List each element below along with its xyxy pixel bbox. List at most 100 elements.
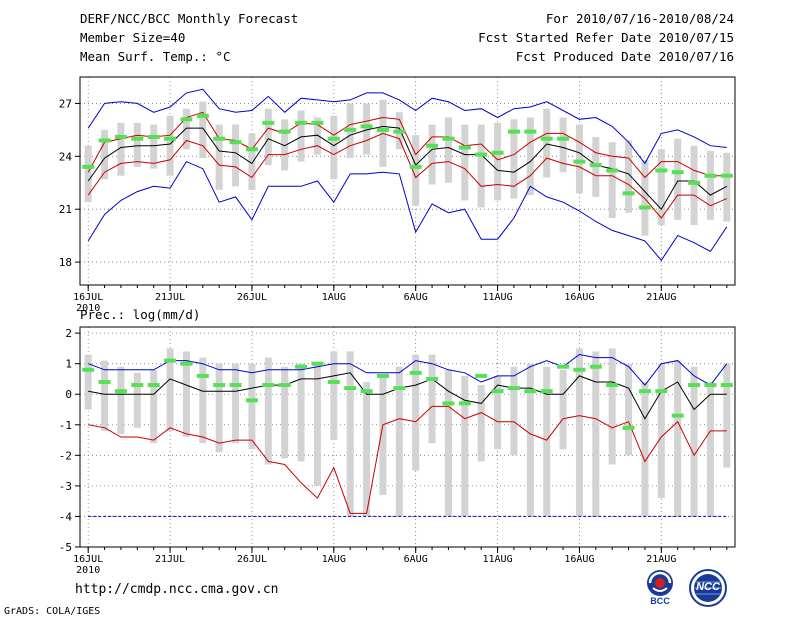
precipitation-range-bar: [706, 382, 714, 517]
precipitation-mean-marker: [409, 370, 422, 375]
precipitation-range-bar: [477, 385, 485, 462]
temperature-range-bar: [313, 117, 321, 155]
temperature-mean-marker: [573, 159, 586, 164]
temperature-range-bar: [248, 133, 256, 190]
precipitation-xtick-label: 16JUL: [73, 554, 103, 565]
temperature-range-bar: [690, 145, 698, 226]
precipitation-mean-marker: [164, 358, 177, 363]
ncc-logo-icon: [689, 569, 727, 607]
precipitation-xtick-label: 21AUG: [646, 554, 676, 565]
temperature-range-bar: [117, 122, 125, 176]
temperature-range-bar: [461, 124, 469, 201]
precipitation-mean-marker: [589, 364, 602, 369]
precipitation-xtick-label: 6AUG: [404, 554, 428, 565]
precipitation-range-bar: [264, 357, 272, 465]
precipitation-mean-marker: [245, 398, 258, 403]
temperature-mean-marker: [327, 136, 340, 141]
precipitation-mean-marker: [327, 380, 340, 384]
precipitation-range-bar: [182, 351, 190, 437]
precipitation-range-bar: [559, 369, 567, 450]
temperature-mean-marker: [540, 136, 553, 141]
precipitation-mean-marker: [671, 413, 684, 418]
temperature-range-bar: [510, 119, 518, 199]
temperature-ytick-label: 24: [59, 150, 73, 163]
temperature-range-bar: [674, 138, 682, 220]
precipitation-range-bar: [84, 354, 92, 410]
temperature-mean-marker: [393, 129, 406, 134]
temperature-range-bar: [297, 110, 305, 162]
temperature-mean-marker: [655, 168, 668, 173]
temperature-mean-marker: [606, 168, 619, 173]
temperature-xtick-label: 11AUG: [483, 292, 513, 303]
temperature-mean-marker: [507, 129, 520, 134]
precipitation-mean-marker: [655, 389, 668, 394]
precipitation-range-bar: [641, 382, 649, 517]
temperature-mean-marker: [147, 134, 160, 139]
temperature-series-max: [87, 88, 727, 165]
bcc-logo-text: BCC: [650, 596, 670, 606]
temperature-range-bar: [723, 152, 731, 222]
precipitation-mean-marker: [524, 389, 537, 394]
temperature-xtick-label: 16AUG: [564, 292, 594, 303]
temperature-mean-marker: [344, 127, 357, 132]
temperature-xtick-label: 21AUG: [646, 292, 676, 303]
precipitation-range-bar: [674, 360, 682, 517]
precipitation-mean-marker: [573, 367, 586, 372]
precipitation-mean-marker: [442, 401, 455, 406]
precipitation-ytick-label: 2: [65, 327, 72, 340]
precipitation-range-bar: [723, 363, 731, 468]
precipitation-range-bar: [395, 366, 403, 517]
precipitation-series-lower: [88, 405, 727, 514]
precipitation-range-bar: [412, 354, 420, 471]
temperature-range-bar: [150, 124, 158, 169]
precipitation-xtick-label: 26JUL: [237, 554, 267, 565]
temperature-range-bar: [494, 122, 502, 201]
temperature-range-bar: [101, 129, 109, 180]
temperature-series-upper: [87, 111, 727, 179]
precipitation-range-bar: [625, 363, 633, 456]
temperature-mean-marker: [720, 173, 733, 178]
precipitation-xtick-label: 21JUL: [155, 554, 185, 565]
precipitation-mean-marker: [606, 383, 619, 388]
precipitation-mean-marker: [131, 383, 144, 388]
precipitation-mean-marker: [344, 386, 357, 391]
grads-credit: GrADS: COLA/IGES: [4, 606, 101, 617]
precipitation-mean-marker: [278, 383, 291, 388]
temperature-range-bar: [543, 108, 551, 178]
precipitation-ytick-label: -3: [59, 480, 72, 493]
temperature-mean-marker: [262, 120, 275, 125]
precipitation-range-bar: [297, 363, 305, 462]
temperature-range-bar: [166, 115, 174, 176]
source-url[interactable]: http://cmdp.ncc.cma.gov.cn: [75, 582, 279, 597]
precipitation-range-bar: [117, 366, 125, 434]
precipitation-range-bar: [313, 363, 321, 486]
temperature-mean-marker: [638, 205, 651, 210]
temperature-mean-marker: [524, 129, 537, 134]
precipitation-range-bar: [428, 354, 436, 444]
temperature-mean-marker: [376, 127, 389, 132]
precipitation-mean-marker: [557, 364, 570, 369]
temperature-mean-marker: [704, 173, 717, 178]
temperature-range-bar: [625, 140, 633, 213]
temperature-mean-marker: [164, 136, 177, 141]
precipitation-range-bar: [215, 363, 223, 453]
temperature-mean-marker: [426, 143, 439, 148]
precipitation-mean-marker: [147, 383, 160, 388]
temperature-series-min: [87, 160, 728, 262]
temperature-mean-marker: [622, 191, 635, 196]
precipitation-ytick-label: -1: [59, 419, 72, 432]
temperature-range-bar: [199, 101, 207, 159]
temperature-mean-marker: [671, 170, 684, 175]
precipitation-range-bar: [330, 351, 338, 441]
temperature-xtick-label: 1AUG: [322, 292, 346, 303]
temperature-chart: 18 21 24 27 16JUL 21JUL 26JUL 1AUG 6AUG 11AUG 16AU…: [59, 76, 736, 314]
temperature-range-bar: [575, 124, 583, 194]
precipitation-mean-marker: [213, 383, 226, 388]
precipitation-range-bar: [690, 366, 698, 517]
temperature-range-bar: [215, 124, 223, 190]
precipitation-range-bar: [363, 382, 371, 517]
temperature-mean-marker: [180, 117, 193, 122]
precipitation-range-bar: [133, 372, 141, 428]
temperature-mean-marker: [196, 113, 209, 118]
temperature-mean-marker: [245, 147, 258, 152]
